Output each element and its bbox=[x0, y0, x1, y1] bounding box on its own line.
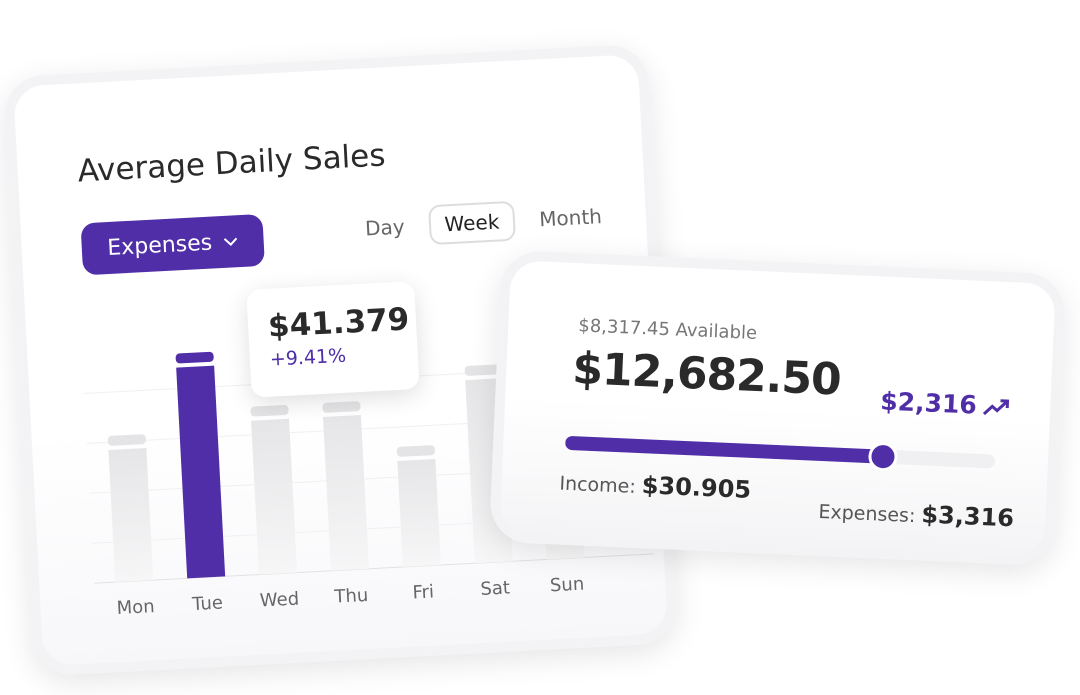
tooltip-change: +9.41% bbox=[269, 344, 347, 371]
available: $8,317.45 Available bbox=[577, 315, 758, 345]
bar bbox=[322, 414, 369, 571]
balance: $12,682.50 bbox=[571, 343, 842, 406]
chevron bbox=[224, 237, 238, 246]
tooltip: $41.379 +9.41% bbox=[246, 281, 420, 398]
x-tick-label: Sat bbox=[480, 577, 511, 600]
bar-cap bbox=[175, 351, 214, 364]
slider-fill bbox=[565, 436, 883, 464]
income-label: Income: bbox=[559, 472, 637, 498]
x-tick-label: Sun bbox=[549, 574, 584, 597]
slider-knob[interactable] bbox=[868, 442, 898, 472]
tabs: Day Week Month bbox=[350, 195, 617, 249]
bar bbox=[251, 418, 298, 575]
bar-cap bbox=[396, 445, 435, 457]
bar-cap bbox=[107, 434, 146, 446]
change-value: $2,316 bbox=[879, 386, 978, 420]
x-tick-label: Fri bbox=[412, 581, 435, 603]
tab[interactable]: Month bbox=[538, 204, 603, 232]
card-title: Average Daily Sales bbox=[76, 137, 387, 190]
change: $2,316 bbox=[880, 386, 1012, 421]
balance-card: $8,317.45 Available $12,682.50 $2,316 In… bbox=[488, 249, 1067, 567]
dropdown-label: Expenses bbox=[106, 230, 213, 261]
bar-cap bbox=[464, 364, 503, 376]
tab[interactable]: Day bbox=[364, 214, 406, 241]
dropdown[interactable]: Expenses bbox=[80, 213, 265, 276]
bar-cap bbox=[250, 404, 289, 417]
tab[interactable]: Week bbox=[427, 200, 517, 246]
trend-icon bbox=[983, 398, 1010, 415]
income-value: $30.905 bbox=[641, 471, 752, 504]
bar bbox=[176, 365, 226, 579]
expenses-label: Expenses: bbox=[818, 500, 916, 528]
x-tick-label: Tue bbox=[191, 593, 224, 616]
x-tick-label: Mon bbox=[116, 596, 155, 619]
bar bbox=[108, 448, 154, 583]
income: Income: $30.905 bbox=[559, 468, 752, 504]
x-tick-label: Thu bbox=[333, 585, 369, 608]
bar-cap bbox=[322, 401, 361, 413]
x-tick-label: Wed bbox=[259, 589, 299, 612]
expenses: Expenses: $3,316 bbox=[818, 496, 1015, 533]
tooltip-value: $41.379 bbox=[267, 301, 411, 345]
bar bbox=[397, 459, 441, 568]
slider[interactable] bbox=[565, 428, 1006, 477]
expenses-value: $3,316 bbox=[920, 500, 1015, 533]
